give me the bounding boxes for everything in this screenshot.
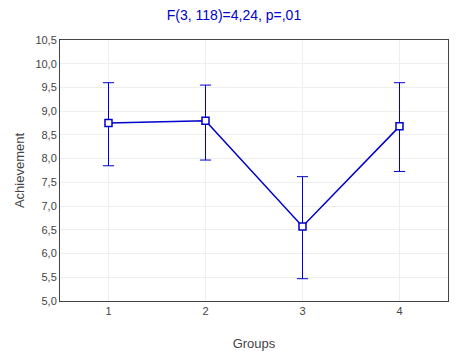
svg-text:3: 3 <box>299 305 305 317</box>
svg-text:9,0: 9,0 <box>42 105 57 117</box>
svg-text:1: 1 <box>105 305 111 317</box>
svg-text:4: 4 <box>396 305 402 317</box>
svg-text:5,0: 5,0 <box>42 295 57 307</box>
svg-text:10,5: 10,5 <box>35 34 56 46</box>
svg-text:7,5: 7,5 <box>42 176 57 188</box>
svg-text:6,0: 6,0 <box>42 247 57 259</box>
svg-text:8,0: 8,0 <box>42 152 57 164</box>
svg-text:6,5: 6,5 <box>42 224 57 236</box>
svg-text:Achievement: Achievement <box>12 133 27 209</box>
svg-text:F(3, 118)=4,24, p=,01: F(3, 118)=4,24, p=,01 <box>167 7 302 23</box>
svg-text:5,5: 5,5 <box>42 271 57 283</box>
svg-text:2: 2 <box>202 305 208 317</box>
svg-text:Groups: Groups <box>233 336 276 351</box>
svg-text:8,5: 8,5 <box>42 129 57 141</box>
svg-text:9,5: 9,5 <box>42 81 57 93</box>
svg-text:7,0: 7,0 <box>42 200 57 212</box>
svg-text:10,0: 10,0 <box>35 58 56 70</box>
